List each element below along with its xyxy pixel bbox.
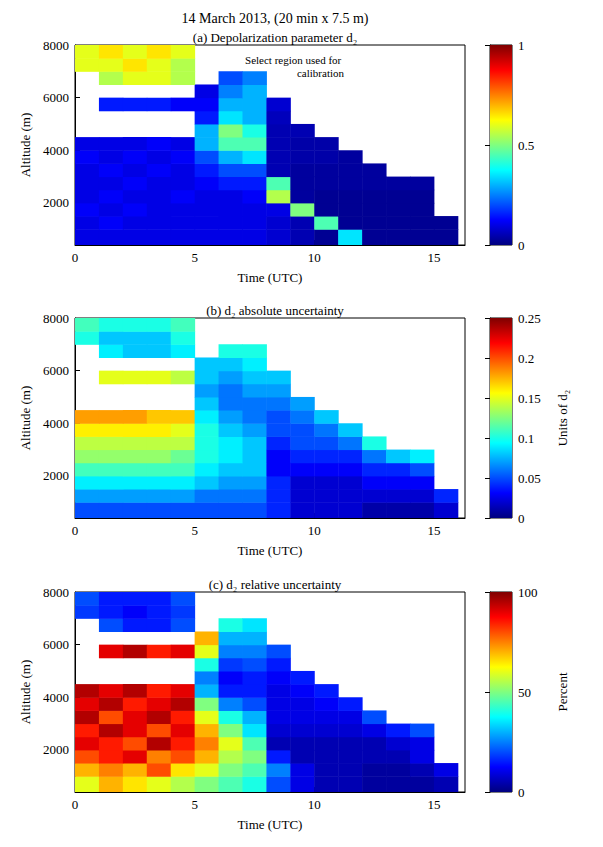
svg-text:5: 5 <box>191 523 198 538</box>
svg-text:6000: 6000 <box>43 637 69 652</box>
svg-text:6000: 6000 <box>43 363 69 378</box>
svg-text:15: 15 <box>427 523 440 538</box>
svg-text:4000: 4000 <box>43 416 69 431</box>
svg-text:2000: 2000 <box>43 468 69 483</box>
svg-text:0: 0 <box>518 785 525 800</box>
svg-text:calibration: calibration <box>297 67 345 79</box>
svg-text:Select region used for: Select region used for <box>245 54 344 66</box>
svg-text:5: 5 <box>191 797 198 812</box>
svg-text:1: 1 <box>518 38 525 53</box>
svg-text:8000: 8000 <box>43 311 69 326</box>
svg-text:4000: 4000 <box>43 690 69 705</box>
svg-text:0.05: 0.05 <box>518 471 541 486</box>
svg-text:6000: 6000 <box>43 90 69 105</box>
svg-text:Percent: Percent <box>555 672 570 711</box>
svg-text:50: 50 <box>518 685 531 700</box>
svg-text:0: 0 <box>72 797 79 812</box>
svg-text:(b) d₂ absolute uncertainty: (b) d₂ absolute uncertainty <box>206 303 344 318</box>
svg-text:2000: 2000 <box>43 195 69 210</box>
svg-text:0: 0 <box>518 511 525 526</box>
svg-text:0.5: 0.5 <box>518 138 534 153</box>
svg-text:0.15: 0.15 <box>518 391 541 406</box>
svg-text:0.2: 0.2 <box>518 351 534 366</box>
svg-text:0: 0 <box>72 523 79 538</box>
svg-text:Time (UTC): Time (UTC) <box>238 543 303 558</box>
svg-text:10: 10 <box>308 250 321 265</box>
svg-text:0: 0 <box>518 238 525 253</box>
svg-text:4000: 4000 <box>43 143 69 158</box>
svg-text:2000: 2000 <box>43 742 69 757</box>
svg-text:8000: 8000 <box>43 585 69 600</box>
svg-text:Time (UTC): Time (UTC) <box>238 817 303 832</box>
svg-text:100: 100 <box>518 585 538 600</box>
svg-text:5: 5 <box>191 250 198 265</box>
svg-text:15: 15 <box>427 250 440 265</box>
svg-text:15: 15 <box>427 797 440 812</box>
svg-text:(a) Depolarization parameter d: (a) Depolarization parameter d₂ <box>193 30 357 45</box>
svg-text:8000: 8000 <box>43 38 69 53</box>
svg-text:Altitude (m): Altitude (m) <box>18 113 33 178</box>
svg-text:10: 10 <box>308 797 321 812</box>
svg-text:Altitude (m): Altitude (m) <box>18 386 33 451</box>
svg-text:0: 0 <box>72 250 79 265</box>
svg-text:10: 10 <box>308 523 321 538</box>
svg-text:Units of d₂: Units of d₂ <box>555 390 570 447</box>
svg-text:(c) d₂ relative uncertainty: (c) d₂ relative uncertainty <box>209 577 342 592</box>
svg-text:0.1: 0.1 <box>518 431 534 446</box>
svg-text:0.25: 0.25 <box>518 311 541 326</box>
svg-text:Time (UTC): Time (UTC) <box>238 270 303 285</box>
svg-text:Altitude (m): Altitude (m) <box>18 660 33 725</box>
svg-text:14 March 2013, (20 min x 7.5 m: 14 March 2013, (20 min x 7.5 m) <box>181 11 368 27</box>
